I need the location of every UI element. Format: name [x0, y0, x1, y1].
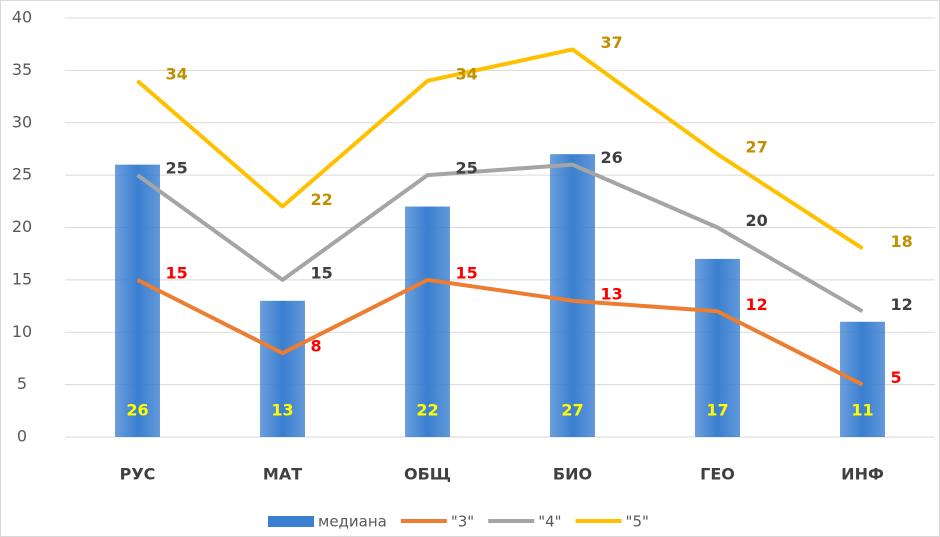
legend-label: "4": [538, 513, 561, 531]
bar: [405, 206, 450, 437]
y-tick-label: 0: [17, 427, 27, 446]
bar-label: 13: [271, 401, 293, 420]
line-label: 34: [166, 64, 188, 83]
bar: [260, 300, 305, 437]
x-tick-label: ГЕО: [700, 465, 735, 484]
legend-label: медиана: [318, 513, 387, 531]
bar-label: 22: [416, 401, 438, 420]
bar: [115, 164, 160, 437]
line-label: 12: [891, 295, 913, 314]
x-tick-label: РУС: [120, 465, 156, 484]
y-tick-label: 5: [17, 374, 27, 393]
line-label: 20: [746, 211, 768, 230]
line-label: 18: [891, 232, 913, 251]
x-tick-label: МАТ: [263, 465, 302, 484]
line-label: 25: [456, 159, 478, 178]
legend-label: "5": [626, 513, 649, 531]
line-label: 37: [601, 33, 623, 52]
line-label: 22: [311, 190, 333, 209]
bar: [840, 321, 885, 437]
line-label: 27: [746, 138, 768, 157]
x-tick-label: БИО: [553, 465, 592, 484]
bar: [550, 154, 595, 438]
bar: [695, 258, 740, 437]
line-label: 26: [601, 148, 623, 167]
y-tick-label: 20: [12, 217, 32, 236]
y-tick-label: 25: [12, 165, 32, 184]
line-label: 8: [311, 337, 322, 356]
y-tick-label: 15: [12, 269, 32, 288]
legend-label: "3": [451, 513, 474, 531]
y-tick-label: 35: [12, 60, 32, 79]
bar-label: 26: [126, 401, 148, 420]
line-label: 12: [746, 295, 768, 314]
y-tick-label: 30: [12, 112, 32, 131]
x-tick-label: ОБЩ: [404, 465, 451, 484]
line-label: 15: [311, 263, 333, 282]
line: [136, 162, 864, 314]
bar-label: 27: [561, 401, 583, 420]
line-label: 5: [891, 368, 902, 387]
legend-swatch: [268, 516, 314, 527]
line: [136, 47, 864, 251]
line: [136, 277, 864, 387]
x-tick-label: ИНФ: [841, 465, 884, 484]
line-label: 15: [166, 263, 188, 282]
y-tick-label: 40: [12, 8, 32, 27]
line-label: 13: [601, 284, 623, 303]
line-label: 34: [456, 64, 478, 83]
y-tick-label: 10: [12, 322, 32, 341]
line-label: 25: [166, 159, 188, 178]
bar-label: 17: [706, 401, 728, 420]
bar-label: 11: [851, 401, 873, 420]
line-label: 15: [456, 263, 478, 282]
